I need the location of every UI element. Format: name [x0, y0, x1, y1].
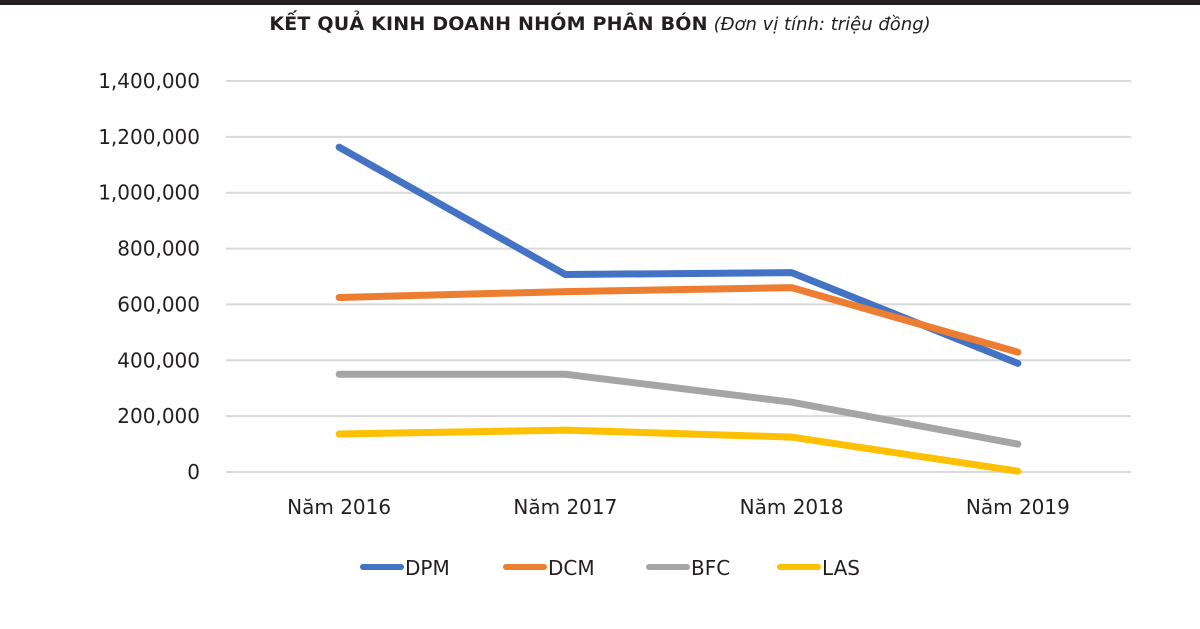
x-axis-ticks: Năm 2016 Năm 2017 Năm 2018 Năm 2019	[287, 495, 1070, 519]
series-lines	[335, 143, 1022, 475]
y-tick-label: 600,000	[117, 292, 200, 316]
series-line-bfc	[335, 370, 1022, 448]
series-line-las	[335, 426, 1022, 475]
y-tick-label: 0	[187, 460, 200, 484]
legend-item-bfc: BFC	[646, 556, 730, 580]
legend-label: DPM	[405, 556, 450, 580]
top-border-bar	[0, 0, 1200, 5]
gridlines	[226, 80, 1131, 473]
y-tick-label: 1,000,000	[98, 181, 200, 205]
series-line-dcm	[335, 284, 1022, 356]
chart-subtitle-unit: (Đơn vị tính: triệu đồng)	[713, 14, 931, 35]
x-tick-label: Năm 2018	[740, 495, 844, 519]
x-tick-label: Năm 2019	[966, 495, 1070, 519]
chart-title: KẾT QUẢ KINH DOANH NHÓM PHÂN BÓN (Đơn vị…	[0, 12, 1200, 36]
legend-label: DCM	[548, 556, 595, 580]
y-tick-label: 200,000	[117, 404, 200, 428]
y-axis-ticks: 0 200,000 400,000 600,000 800,000 1,000,000 1,…	[98, 69, 200, 484]
legend-label: BFC	[691, 556, 730, 580]
y-tick-label: 1,200,000	[98, 125, 200, 149]
legend-label: LAS	[822, 556, 860, 580]
legend: DPM DCM BFC LAS	[360, 556, 860, 580]
legend-item-dpm: DPM	[360, 556, 450, 580]
x-tick-label: Năm 2016	[287, 495, 391, 519]
y-tick-label: 400,000	[117, 348, 200, 372]
y-tick-label: 1,400,000	[98, 69, 200, 93]
x-tick-label: Năm 2017	[513, 495, 617, 519]
series-line-dpm	[335, 143, 1022, 367]
chart-title-main: KẾT QUẢ KINH DOANH NHÓM PHÂN BÓN	[269, 13, 708, 35]
legend-item-las: LAS	[777, 556, 860, 580]
legend-item-dcm: DCM	[503, 556, 595, 580]
y-tick-label: 800,000	[117, 237, 200, 261]
